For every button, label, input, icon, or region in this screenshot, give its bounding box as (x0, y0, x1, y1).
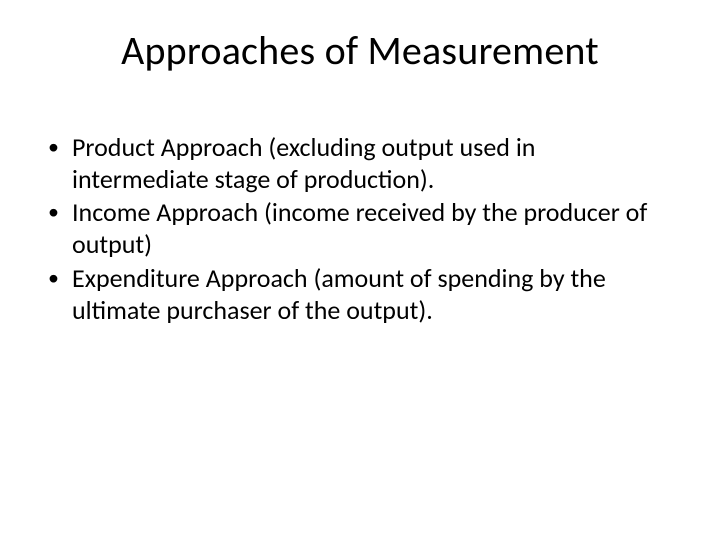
bullet-list: Product Approach (excluding output used … (44, 132, 676, 326)
slide: Approaches of Measurement Product Approa… (0, 0, 720, 540)
list-item: Product Approach (excluding output used … (44, 132, 676, 195)
list-item: Income Approach (income received by the … (44, 197, 676, 260)
slide-title: Approaches of Measurement (0, 26, 720, 75)
list-item: Expenditure Approach (amount of spending… (44, 263, 676, 326)
slide-body: Product Approach (excluding output used … (44, 132, 676, 328)
